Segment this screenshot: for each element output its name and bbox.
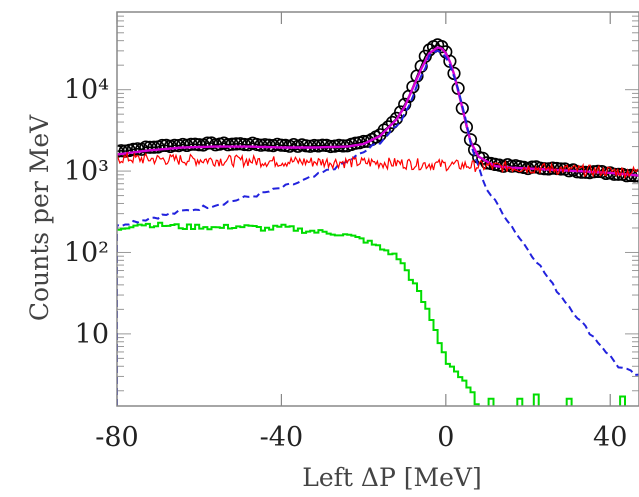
data-point (377, 123, 391, 137)
data-point (192, 138, 206, 152)
green-spike (619, 395, 626, 406)
series-green-step (117, 221, 480, 406)
data-point (468, 143, 482, 157)
data-point (385, 115, 400, 130)
axis-ticks (116, 12, 611, 406)
green-spike (565, 397, 573, 406)
data-point (126, 142, 140, 156)
y-minor-ticks (117, 11, 639, 392)
data-point (167, 138, 182, 152)
data-point (131, 142, 145, 156)
data-point (200, 136, 214, 150)
y-tick-label: 10² (64, 237, 109, 268)
data-point (455, 101, 469, 115)
x-tick-label: -40 (260, 422, 303, 453)
x-tick-label: -80 (95, 422, 138, 453)
series-data-line (117, 44, 639, 177)
data-point (394, 105, 408, 119)
x-tick-label: 40 (593, 422, 627, 453)
data-point (117, 144, 128, 158)
series-fit-line (117, 46, 639, 177)
green-spike (516, 397, 524, 406)
plot-frame (116, 11, 639, 407)
x-tick-label: 0 (437, 422, 454, 453)
series-layer (117, 38, 639, 406)
data-point (250, 137, 264, 152)
x-axis-label: Left ΔP [MeV] (302, 463, 481, 492)
green-spike (487, 397, 495, 406)
y-axis-label: Counts per MeV (25, 114, 54, 321)
data-point (147, 140, 161, 154)
y-tick-label: 10⁴ (64, 75, 109, 106)
y-tick-label: 10 (75, 319, 109, 350)
tick-labels: -80 -40 0 40 10 10² 10³ 10⁴ (64, 75, 628, 453)
y-tick-label: 10³ (64, 156, 109, 187)
series-dashed-line (117, 49, 639, 406)
data-point (143, 140, 157, 154)
data-point (398, 97, 412, 111)
series-red-noisy-line (117, 151, 639, 180)
data-point (209, 138, 223, 152)
green-spike (532, 393, 540, 406)
data-point (480, 156, 494, 170)
